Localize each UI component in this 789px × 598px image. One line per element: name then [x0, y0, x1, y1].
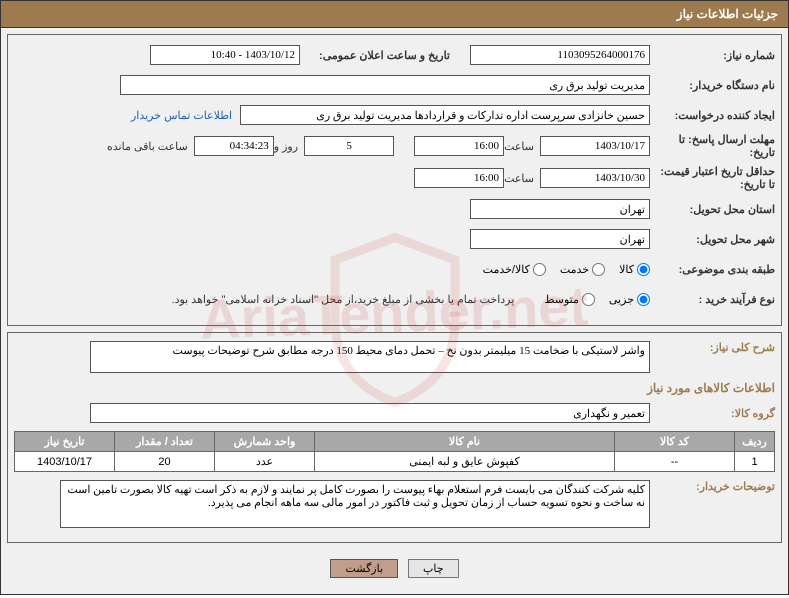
- days-label: روز و: [274, 140, 298, 153]
- announce-label: تاریخ و ساعت اعلان عمومی:: [300, 49, 450, 62]
- process-radio-minor[interactable]: [637, 293, 650, 306]
- th-name: نام کالا: [315, 432, 615, 452]
- deadline-time-input[interactable]: [414, 136, 504, 156]
- need-number-label: شماره نیاز:: [650, 49, 775, 62]
- validity-date-input[interactable]: [540, 168, 650, 188]
- th-date: تاریخ نیاز: [15, 432, 115, 452]
- category-radio-both[interactable]: [533, 263, 546, 276]
- days-input[interactable]: [304, 136, 394, 156]
- goods-table: ردیف کد کالا نام کالا واحد شمارش تعداد /…: [14, 431, 775, 472]
- proc-r2: متوسط: [544, 293, 579, 306]
- cell-row: 1: [735, 452, 775, 472]
- validity-label: حداقل تاریخ اعتبار قیمت: تا تاریخ:: [650, 165, 775, 191]
- cat-r2: خدمت: [560, 263, 589, 276]
- category-radio-goods[interactable]: [637, 263, 650, 276]
- announce-input[interactable]: [150, 45, 300, 65]
- process-radio-medium[interactable]: [582, 293, 595, 306]
- group-input[interactable]: [90, 403, 650, 423]
- need-desc-textarea[interactable]: واشر لاستیکی با ضخامت 15 میلیمتر بدون نخ…: [90, 341, 650, 373]
- requester-label: ایجاد کننده درخواست:: [650, 109, 775, 122]
- time-label-2: ساعت: [504, 172, 534, 185]
- time-label-1: ساعت: [504, 140, 534, 153]
- details-panel: شماره نیاز: تاریخ و ساعت اعلان عمومی: نا…: [7, 34, 782, 326]
- deadline-date-input[interactable]: [540, 136, 650, 156]
- th-unit: واحد شمارش: [215, 432, 315, 452]
- table-row: 1 -- کفپوش عایق و لبه ایمنی عدد 20 1403/…: [15, 452, 775, 472]
- payment-note: پرداخت تمام یا بخشی از مبلغ خرید،از محل …: [172, 293, 515, 306]
- buyer-org-label: نام دستگاه خریدار:: [650, 79, 775, 92]
- process-radio-group: جزیی متوسط: [544, 293, 650, 306]
- province-input[interactable]: [470, 199, 650, 219]
- category-radio-service[interactable]: [592, 263, 605, 276]
- deadline-label-text: مهلت ارسال پاسخ:: [688, 134, 775, 146]
- process-label: نوع فرآیند خرید :: [650, 293, 775, 306]
- button-bar: چاپ بازگشت: [7, 549, 782, 588]
- contact-link[interactable]: اطلاعات تماس خریدار: [131, 109, 232, 122]
- buyer-org-input[interactable]: [120, 75, 650, 95]
- cat-r1: کالا: [619, 263, 634, 276]
- th-qty: تعداد / مقدار: [115, 432, 215, 452]
- category-label: طبقه بندی موضوعی:: [650, 263, 775, 276]
- proc-r1: جزیی: [609, 293, 634, 306]
- category-radio-group: کالا خدمت کالا/خدمت: [483, 263, 650, 276]
- remaining-time-input[interactable]: [194, 136, 274, 156]
- return-button[interactable]: بازگشت: [330, 559, 398, 578]
- until-label-text-2: تا تاریخ:: [740, 179, 775, 191]
- need-desc-label: شرح کلی نیاز:: [650, 341, 775, 354]
- validity-label-text: حداقل تاریخ اعتبار قیمت:: [660, 166, 775, 178]
- panel-body: شماره نیاز: تاریخ و ساعت اعلان عمومی: نا…: [0, 28, 789, 595]
- validity-time-input[interactable]: [414, 168, 504, 188]
- cat-r3: کالا/خدمت: [483, 263, 530, 276]
- cell-unit: عدد: [215, 452, 315, 472]
- goods-section-title: اطلاعات کالاهای مورد نیاز: [14, 381, 775, 395]
- description-panel: شرح کلی نیاز: واشر لاستیکی با ضخامت 15 م…: [7, 332, 782, 543]
- th-row: ردیف: [735, 432, 775, 452]
- cell-qty: 20: [115, 452, 215, 472]
- print-button[interactable]: چاپ: [408, 559, 459, 578]
- buyer-notes-label: توضیحات خریدار:: [650, 480, 775, 493]
- panel-title: جزئیات اطلاعات نیاز: [0, 0, 789, 28]
- cell-code: --: [615, 452, 735, 472]
- requester-input[interactable]: [240, 105, 650, 125]
- need-number-input[interactable]: [470, 45, 650, 65]
- group-label: گروه کالا:: [650, 407, 775, 420]
- province-label: استان محل تحویل:: [650, 203, 775, 216]
- deadline-label: مهلت ارسال پاسخ: تا تاریخ:: [650, 133, 775, 159]
- cell-date: 1403/10/17: [15, 452, 115, 472]
- buyer-notes-textarea[interactable]: کلیه شرکت کنندگان می بایست فرم استعلام ب…: [60, 480, 650, 528]
- city-label: شهر محل تحویل:: [650, 233, 775, 246]
- remaining-label: ساعت باقی مانده: [107, 140, 188, 153]
- cell-name: کفپوش عایق و لبه ایمنی: [315, 452, 615, 472]
- th-code: کد کالا: [615, 432, 735, 452]
- city-input[interactable]: [470, 229, 650, 249]
